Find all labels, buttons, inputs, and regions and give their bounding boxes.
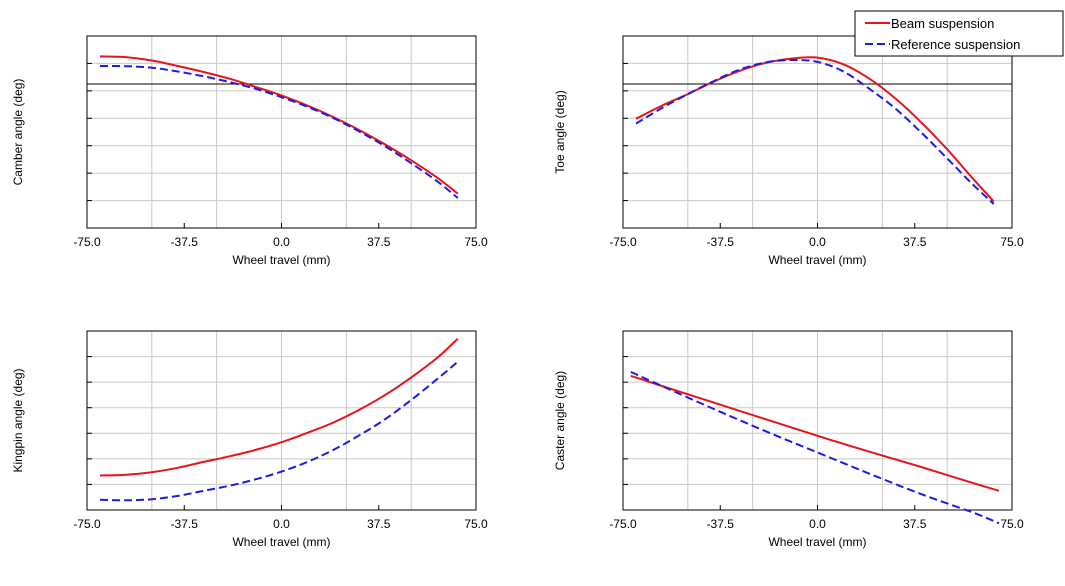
camber-xtick-label: -37.5	[171, 235, 199, 249]
camber-xtick-label: 0.0	[273, 235, 290, 249]
caster-x-axis-label: Wheel travel (mm)	[768, 535, 866, 549]
camber-xtick-label: 37.5	[367, 235, 391, 249]
camber-x-axis-label: Wheel travel (mm)	[232, 253, 330, 267]
toe-xtick-label: 37.5	[903, 235, 927, 249]
kingpin-x-axis-label: Wheel travel (mm)	[232, 535, 330, 549]
caster-xtick-label: -37.5	[707, 517, 735, 531]
toe-x-axis-label: Wheel travel (mm)	[768, 253, 866, 267]
toe-xtick-label: 75.0	[1000, 235, 1024, 249]
caster-xtick-label: 37.5	[903, 517, 927, 531]
camber-series-reference	[99, 65, 459, 199]
legend-label-reference: Reference suspension	[891, 37, 1020, 52]
caster-series-beam	[630, 374, 1000, 492]
caster-xtick-label: 0.0	[809, 517, 826, 531]
caster-series-reference	[630, 370, 1000, 525]
camber-xtick-label: -75.0	[73, 235, 101, 249]
kingpin-xtick-label: -37.5	[171, 517, 199, 531]
kingpin-xtick-label: 0.0	[273, 517, 290, 531]
toe-y-axis-label: Toe angle (deg)	[553, 90, 567, 173]
kingpin-xtick-label: -75.0	[73, 517, 101, 531]
camber-y-axis-label: Camber angle (deg)	[11, 79, 25, 186]
toe-xtick-label: -75.0	[609, 235, 637, 249]
caster-y-axis-label: Caster angle (deg)	[553, 371, 567, 470]
camber-chart: -75.0 -37.5 0.0 37.5 75.0 Wheel travel (mm) Ca…	[11, 35, 488, 267]
caster-xtick-label: 75.0	[1000, 517, 1024, 531]
toe-xtick-label: -37.5	[707, 235, 735, 249]
legend-label-beam: Beam suspension	[891, 16, 994, 31]
camber-xtick-label: 75.0	[464, 235, 488, 249]
toe-series-reference	[635, 58, 995, 205]
kingpin-series-beam	[99, 337, 459, 477]
kingpin-chart: -75.0 -37.5 0.0 37.5 75.0 Wheel travel (mm) Ki…	[11, 330, 488, 549]
kingpin-xtick-label: 75.0	[464, 517, 488, 531]
caster-chart: -75.0 -37.5 0.0 37.5 75.0 Wheel travel (mm) Ca…	[553, 330, 1024, 549]
toe-series-beam	[635, 56, 995, 203]
kingpin-xtick-label: 37.5	[367, 517, 391, 531]
caster-xtick-label: -75.0	[609, 517, 637, 531]
legend-box	[854, 10, 1064, 57]
chart-grid: -75.0 -37.5 0.0 37.5 75.0 Wheel travel (mm) Ca…	[11, 35, 1024, 549]
kingpin-y-axis-label: Kingpin angle (deg)	[11, 368, 25, 472]
kingpin-series-reference	[99, 360, 459, 502]
toe-chart: -75.0 -37.5 0.0 37.5 75.0 Wheel travel (mm) To…	[553, 35, 1024, 267]
camber-series-beam	[99, 55, 459, 195]
toe-xtick-label: 0.0	[809, 235, 826, 249]
legend: Beam suspension Reference suspension	[854, 10, 1064, 57]
